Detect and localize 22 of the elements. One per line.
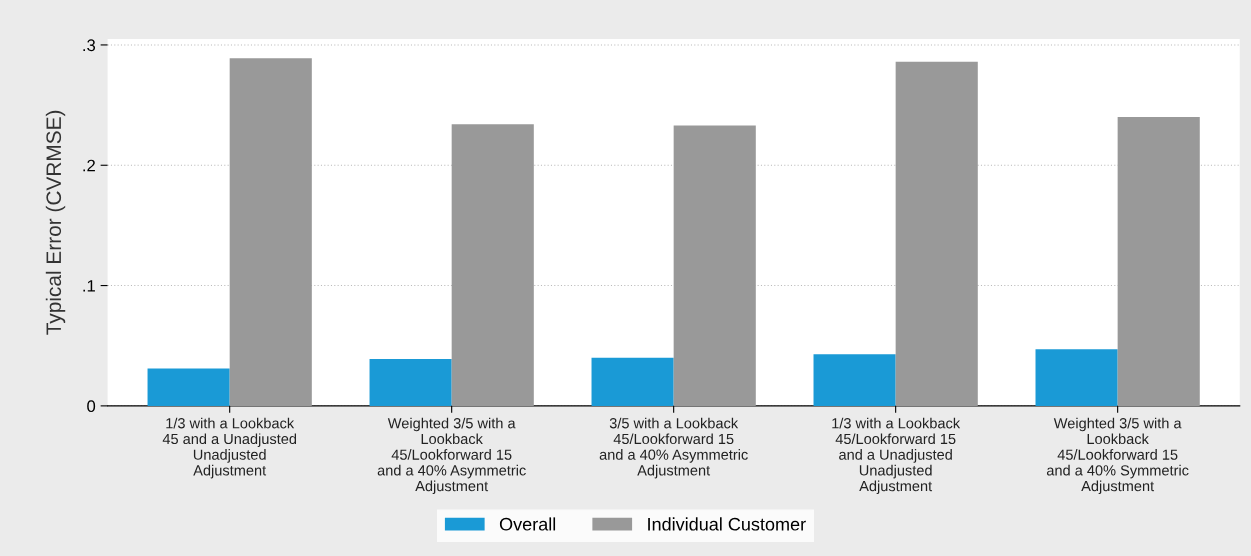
bar — [147, 368, 230, 406]
legend-label: Individual Customer — [648, 517, 806, 531]
y-tick-label: .2 — [83, 159, 95, 172]
bar — [813, 354, 896, 406]
y-axis-title: Typical Error (CVRMSE) — [45, 110, 66, 335]
x-tick-label: Weighted 3/5 with a Lookback 45/Lookforward 15 and a 40% Symmetric Adjustment — [1046, 417, 1189, 495]
bar — [451, 124, 534, 406]
y-tick-label: .3 — [83, 39, 96, 52]
x-tick-label: Weighted 3/5 with a Lookback 45/Lookforward 15 and a 40% Asymmetric Adjustment — [377, 417, 526, 495]
bar — [591, 357, 674, 406]
bar — [369, 358, 452, 406]
x-tick-label: 3/5 with a Lookback 45/Lookforward 15 and a 40% Asymmetric Adjustment — [599, 417, 748, 479]
bar — [229, 58, 312, 406]
legend-label: Overall — [499, 517, 556, 531]
bar — [1117, 117, 1200, 406]
x-tick-label: 1/3 with a Lookback 45 and a Unadjusted Unadjusted Adjustment — [162, 417, 297, 479]
bar — [1035, 349, 1118, 406]
y-tick-label: .1 — [83, 280, 95, 292]
x-tick-label: 1/3 with a Lookback 45/Lookforward 15 and a Unadjusted Unadjusted Adjustment — [832, 417, 961, 495]
y-tick-label: 0 — [87, 400, 96, 413]
bar — [673, 125, 756, 406]
bar — [895, 61, 978, 406]
